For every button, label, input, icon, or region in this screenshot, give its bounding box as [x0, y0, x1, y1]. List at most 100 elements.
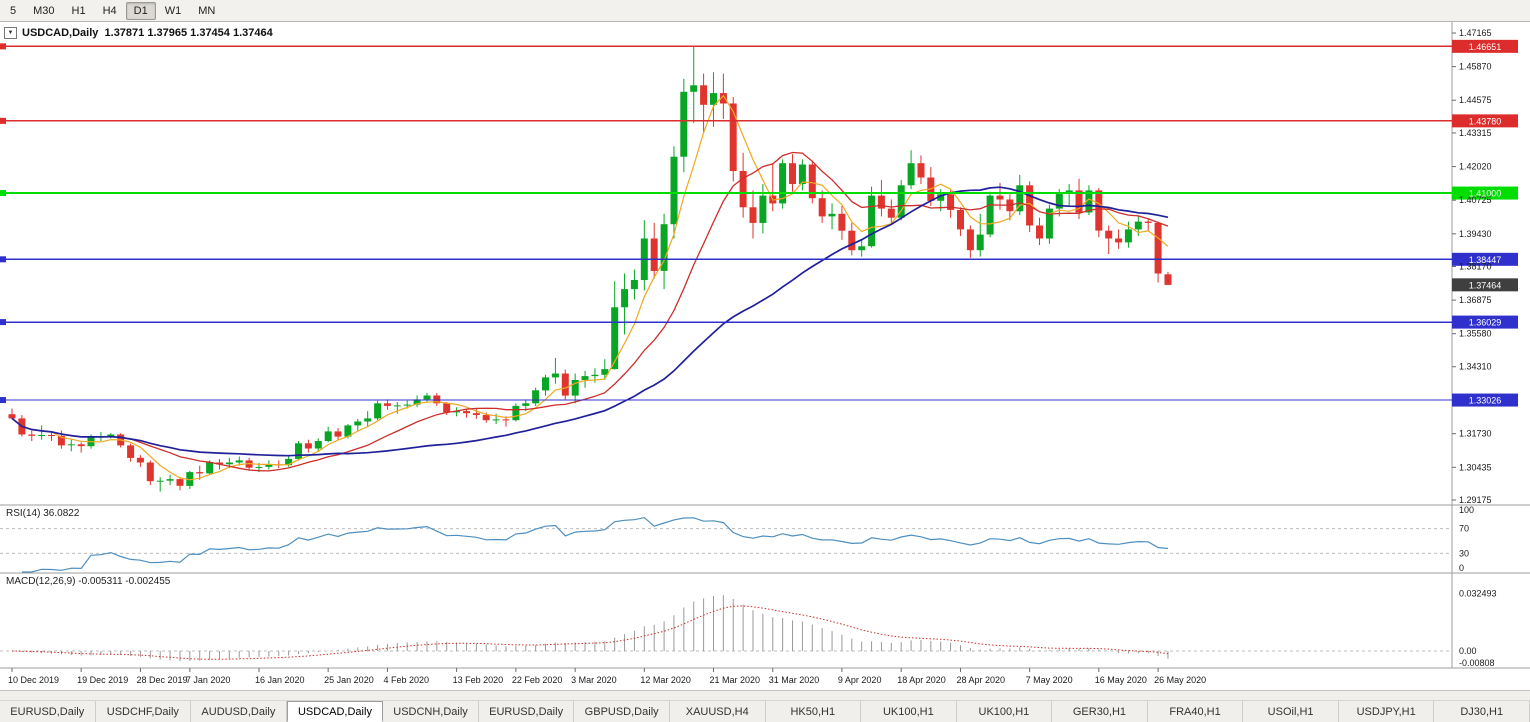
chart-tab-bar: EURUSD,Daily USDCHF,Daily AUDUSD,Daily USDC…	[0, 700, 1530, 722]
tab-audusd-daily[interactable]: AUDUSD,Daily	[191, 701, 287, 722]
tab-xauusd-h4[interactable]: XAUUSD,H4	[670, 701, 766, 722]
date-axis-label: 13 Feb 2020	[453, 675, 504, 685]
candle-body	[492, 419, 500, 421]
tab-hk50-h1[interactable]: HK50,H1	[766, 701, 862, 722]
timeframe-button-mn[interactable]: MN	[198, 4, 216, 17]
candle-body	[571, 380, 579, 396]
candle-body	[986, 195, 994, 235]
candle-body	[8, 414, 16, 419]
tab-eurusd-daily[interactable]: EURUSD,Daily	[0, 701, 96, 722]
chart-canvas[interactable]: 1.46651 1.43780 1.41000 1.38447 1.36029 1.330…	[0, 22, 1530, 690]
rsi-axis-label: 100	[1459, 505, 1474, 515]
macd-indicator-label: MACD(12,26,9) -0.005311 -0.002455	[6, 576, 171, 587]
candle-body	[818, 198, 826, 217]
tab-usoil-h1[interactable]: USOil,H1	[1243, 701, 1339, 722]
timeframe-button-h4[interactable]: H4	[102, 4, 117, 17]
level-line-left-marker	[0, 117, 6, 124]
timeframe-button-m30[interactable]: M30	[33, 4, 55, 17]
candle-body	[364, 418, 372, 422]
level-line-left-marker	[0, 397, 6, 404]
candle-body	[28, 434, 36, 436]
level-line-left-marker	[0, 190, 6, 197]
price-axis-label: 1.31730	[1459, 429, 1492, 439]
candle-body	[1045, 208, 1053, 239]
candle-body	[1144, 221, 1152, 223]
candle-body	[1105, 230, 1113, 239]
date-axis-label: 22 Feb 2020	[512, 675, 563, 685]
date-axis-label: 3 Mar 2020	[571, 675, 617, 685]
date-axis-label: 4 Feb 2020	[383, 675, 429, 685]
candle-body	[472, 413, 480, 415]
candle-body	[324, 431, 332, 441]
candle-body	[1134, 221, 1142, 230]
level-price-tag	[1452, 252, 1518, 266]
current-price-tag	[1452, 278, 1518, 292]
candle-body	[136, 457, 144, 463]
tab-uk100-h1[interactable]: UK100,H1	[957, 701, 1053, 722]
candle-body	[512, 405, 520, 421]
tab-fra40-h1[interactable]: FRA40,H1	[1148, 701, 1244, 722]
candle-body	[255, 466, 263, 468]
level-price-tag-value: 1.38447	[1469, 255, 1502, 265]
price-panel	[0, 43, 1452, 492]
candle-body	[561, 373, 569, 396]
rsi-axis-label: 30	[1459, 548, 1469, 558]
price-axis-label: 1.30435	[1459, 462, 1492, 472]
timeframe-button-d1[interactable]: D1	[125, 1, 156, 20]
candle-body	[383, 403, 391, 406]
tab-usdjpy-h1[interactable]: USDJPY,H1	[1339, 701, 1435, 722]
candle-body	[413, 399, 421, 405]
tab-uk100-h1[interactable]: UK100,H1	[861, 701, 957, 722]
price-axis-label: 1.43315	[1459, 128, 1492, 138]
tab-usdcnh-daily[interactable]: USDCNH,Daily	[383, 701, 479, 722]
candle-body	[295, 443, 302, 459]
candle-body	[196, 472, 204, 474]
candle-body	[542, 377, 549, 391]
level-line-left-marker	[0, 256, 6, 263]
timeframe-toolbar: 5 M30 H1 H4 D1 W1 MN	[0, 0, 1530, 22]
candle-body	[887, 208, 895, 218]
candle-body	[907, 163, 915, 186]
rsi-panel	[0, 516, 1452, 573]
date-axis-label: 28 Dec 2019	[136, 675, 187, 685]
tab-gbpusd-daily[interactable]: GBPUSD,Daily	[574, 701, 670, 722]
chart-window[interactable]: 1.46651 1.43780 1.41000 1.38447 1.36029 1.330…	[0, 22, 1530, 690]
moving-average-5	[11, 94, 1169, 481]
timeframe-button-h1[interactable]: H1	[71, 4, 86, 17]
price-axis-label: 1.39430	[1459, 229, 1492, 239]
tab-ger30-h1[interactable]: GER30,H1	[1052, 701, 1148, 722]
candle-body	[206, 462, 214, 474]
candle-body	[798, 164, 806, 184]
tab-eurusd-daily[interactable]: EURUSD,Daily	[479, 701, 575, 722]
date-axis-label: 28 Apr 2020	[956, 675, 1005, 685]
level-price-tag	[1452, 393, 1518, 407]
tab-usdcad-daily[interactable]: USDCAD,Daily	[286, 701, 384, 722]
candle-body	[1036, 225, 1043, 239]
candle-body	[186, 472, 194, 486]
date-axis-label: 25 Jan 2020	[324, 675, 374, 685]
candle-body	[463, 411, 470, 414]
candle-body	[1075, 190, 1083, 213]
tab-usdchf-daily[interactable]: USDCHF,Daily	[96, 701, 192, 722]
date-axis-label: 16 May 2020	[1095, 675, 1147, 685]
macd-signal-line	[11, 605, 1169, 660]
candle-body	[710, 93, 717, 105]
chart-collapse-button[interactable]: ▼	[4, 27, 17, 39]
candle-body	[443, 403, 451, 413]
price-axis-label: 1.29175	[1459, 495, 1492, 505]
level-price-tag	[1452, 114, 1518, 128]
timeframe-button-w1[interactable]: W1	[164, 4, 182, 17]
candle-body	[966, 229, 974, 251]
timeframe-button-5[interactable]: 5	[10, 4, 17, 17]
price-axis-label: 1.45870	[1459, 62, 1492, 72]
tab-dj30-h1[interactable]: DJ30,H1	[1434, 701, 1530, 722]
candle-body	[591, 374, 599, 377]
candle-body	[630, 280, 638, 290]
candle-body	[235, 460, 243, 463]
candle-body	[868, 195, 876, 247]
macd-axis-label: 0.032493	[1459, 588, 1497, 598]
price-axis-label: 1.47165	[1459, 28, 1492, 38]
date-axis-label: 10 Dec 2019	[8, 675, 59, 685]
